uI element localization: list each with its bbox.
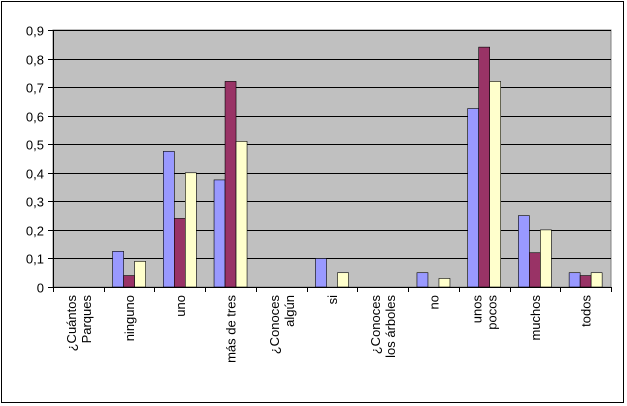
bar bbox=[518, 215, 530, 288]
bar bbox=[579, 275, 592, 288]
category-label: ¿Conoces bbox=[368, 295, 383, 355]
y-tick-label: 0,3 bbox=[26, 195, 44, 210]
bar bbox=[590, 272, 603, 288]
bar bbox=[467, 108, 479, 288]
y-tick-label: 0,4 bbox=[26, 167, 44, 182]
plot-area bbox=[52, 29, 612, 288]
y-tick-label: 0,6 bbox=[26, 110, 44, 125]
bar bbox=[568, 272, 581, 288]
category-label: ninguno bbox=[122, 295, 137, 341]
category-label: muchos bbox=[528, 295, 543, 341]
bar bbox=[123, 275, 135, 288]
bar bbox=[337, 272, 349, 288]
bar bbox=[163, 151, 175, 288]
bar bbox=[112, 251, 124, 288]
bar bbox=[224, 81, 237, 288]
category-label: algún bbox=[282, 295, 297, 327]
y-tick-label: 0,7 bbox=[26, 81, 44, 96]
bar bbox=[438, 278, 451, 288]
category-label: los árboles bbox=[383, 295, 398, 358]
bar bbox=[315, 258, 327, 288]
bar bbox=[478, 46, 490, 288]
y-tick-label: 0,8 bbox=[26, 53, 44, 68]
bar bbox=[185, 172, 197, 288]
bar bbox=[540, 229, 552, 288]
y-tick-label: 0 bbox=[37, 281, 44, 296]
category-label: pocos bbox=[485, 295, 500, 330]
bar bbox=[134, 260, 146, 288]
bar bbox=[416, 272, 429, 288]
category-label: Parques bbox=[79, 295, 94, 344]
bar bbox=[489, 81, 501, 288]
bar bbox=[174, 218, 186, 288]
category-label: unos bbox=[470, 295, 485, 324]
category-label: todos bbox=[579, 295, 594, 327]
y-tick-label: 0,1 bbox=[26, 252, 44, 267]
y-tick-label: 0,2 bbox=[26, 224, 44, 239]
bar bbox=[213, 179, 226, 288]
category-label: si bbox=[325, 295, 340, 305]
category-label: no bbox=[426, 295, 441, 309]
category-label: ¿Cuántos bbox=[64, 295, 79, 352]
bar bbox=[235, 141, 248, 288]
y-tick-label: 0,5 bbox=[26, 138, 44, 153]
category-label: ¿Conoces bbox=[267, 295, 282, 355]
bar bbox=[529, 252, 541, 288]
category-label: más de tres bbox=[224, 295, 239, 363]
y-tick-label: 0,9 bbox=[26, 24, 44, 39]
category-label: uno bbox=[173, 295, 188, 317]
